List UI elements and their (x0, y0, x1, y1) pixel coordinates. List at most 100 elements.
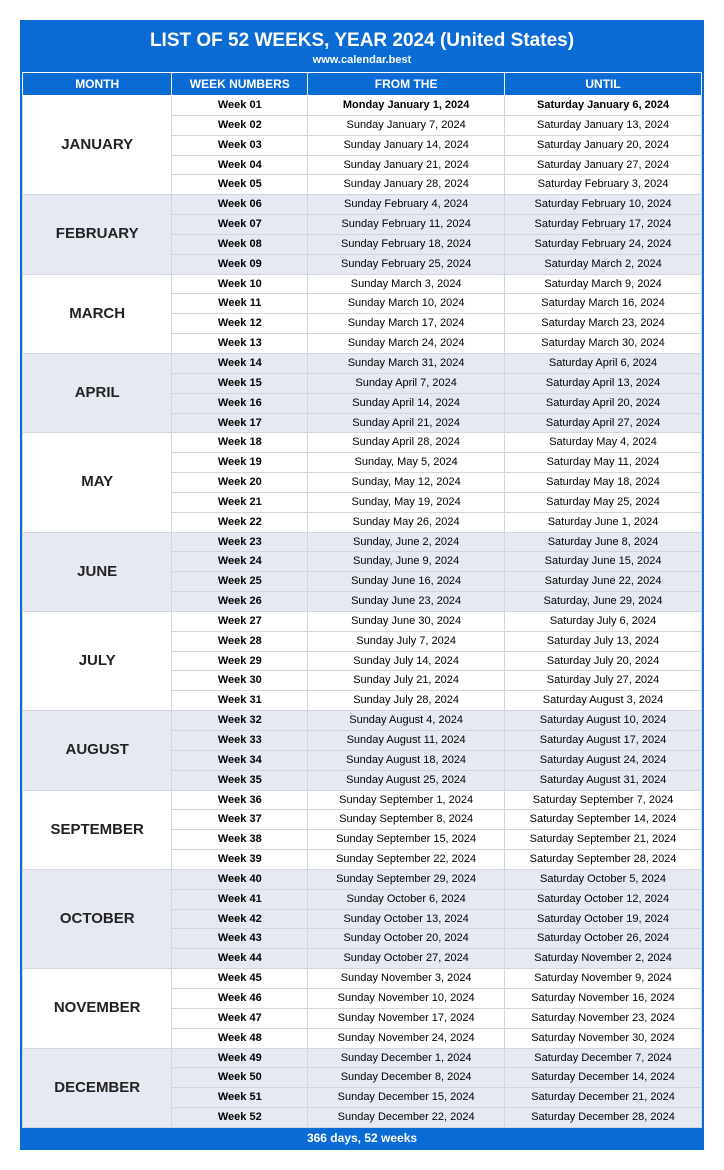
week-number-cell: Week 50 (172, 1068, 308, 1088)
from-date-cell: Sunday February 4, 2024 (308, 195, 505, 215)
week-number-cell: Week 40 (172, 869, 308, 889)
week-number-cell: Week 11 (172, 294, 308, 314)
until-date-cell: Saturday October 12, 2024 (505, 889, 702, 909)
week-number-cell: Week 18 (172, 433, 308, 453)
from-date-cell: Sunday October 13, 2024 (308, 909, 505, 929)
from-date-cell: Sunday February 25, 2024 (308, 254, 505, 274)
from-date-cell: Sunday February 11, 2024 (308, 215, 505, 235)
week-number-cell: Week 26 (172, 592, 308, 612)
week-number-cell: Week 51 (172, 1088, 308, 1108)
col-header-week: WEEK NUMBERS (172, 73, 308, 96)
week-number-cell: Week 35 (172, 770, 308, 790)
from-date-cell: Sunday March 24, 2024 (308, 334, 505, 354)
until-date-cell: Saturday March 9, 2024 (505, 274, 702, 294)
week-number-cell: Week 20 (172, 473, 308, 493)
week-number-cell: Week 52 (172, 1108, 308, 1128)
from-date-cell: Sunday March 3, 2024 (308, 274, 505, 294)
month-cell: APRIL (23, 353, 172, 432)
until-date-cell: Saturday July 6, 2024 (505, 611, 702, 631)
week-number-cell: Week 42 (172, 909, 308, 929)
from-date-cell: Sunday March 17, 2024 (308, 314, 505, 334)
from-date-cell: Sunday October 6, 2024 (308, 889, 505, 909)
week-number-cell: Week 23 (172, 532, 308, 552)
footer-bar: 366 days, 52 weeks (22, 1128, 702, 1148)
from-date-cell: Sunday December 15, 2024 (308, 1088, 505, 1108)
from-date-cell: Sunday May 26, 2024 (308, 512, 505, 532)
page-title: LIST OF 52 WEEKS, YEAR 2024 (United Stat… (26, 30, 698, 52)
week-number-cell: Week 39 (172, 850, 308, 870)
until-date-cell: Saturday, June 29, 2024 (505, 592, 702, 612)
from-date-cell: Sunday November 10, 2024 (308, 988, 505, 1008)
from-date-cell: Sunday September 1, 2024 (308, 790, 505, 810)
week-number-cell: Week 30 (172, 671, 308, 691)
month-cell: OCTOBER (23, 869, 172, 968)
week-number-cell: Week 34 (172, 750, 308, 770)
until-date-cell: Saturday February 17, 2024 (505, 215, 702, 235)
from-date-cell: Sunday August 4, 2024 (308, 711, 505, 731)
week-number-cell: Week 46 (172, 988, 308, 1008)
from-date-cell: Sunday October 27, 2024 (308, 949, 505, 969)
month-cell: MARCH (23, 274, 172, 353)
until-date-cell: Saturday April 6, 2024 (505, 353, 702, 373)
from-date-cell: Sunday January 21, 2024 (308, 155, 505, 175)
until-date-cell: Saturday July 20, 2024 (505, 651, 702, 671)
from-date-cell: Sunday August 25, 2024 (308, 770, 505, 790)
month-cell: JANUARY (23, 96, 172, 195)
week-number-cell: Week 38 (172, 830, 308, 850)
from-date-cell: Sunday July 21, 2024 (308, 671, 505, 691)
week-number-cell: Week 02 (172, 115, 308, 135)
until-date-cell: Saturday June 8, 2024 (505, 532, 702, 552)
table-row: OCTOBERWeek 40Sunday September 29, 2024S… (23, 869, 702, 889)
week-number-cell: Week 06 (172, 195, 308, 215)
until-date-cell: Saturday January 27, 2024 (505, 155, 702, 175)
until-date-cell: Saturday August 10, 2024 (505, 711, 702, 731)
month-cell: NOVEMBER (23, 969, 172, 1048)
from-date-cell: Sunday February 18, 2024 (308, 234, 505, 254)
until-date-cell: Saturday September 21, 2024 (505, 830, 702, 850)
until-date-cell: Saturday August 17, 2024 (505, 731, 702, 751)
from-date-cell: Sunday December 8, 2024 (308, 1068, 505, 1088)
from-date-cell: Sunday July 28, 2024 (308, 691, 505, 711)
until-date-cell: Saturday November 16, 2024 (505, 988, 702, 1008)
from-date-cell: Sunday September 8, 2024 (308, 810, 505, 830)
week-number-cell: Week 07 (172, 215, 308, 235)
table-row: DECEMBERWeek 49Sunday December 1, 2024Sa… (23, 1048, 702, 1068)
until-date-cell: Saturday November 23, 2024 (505, 1008, 702, 1028)
from-date-cell: Sunday September 29, 2024 (308, 869, 505, 889)
from-date-cell: Sunday, May 5, 2024 (308, 453, 505, 473)
from-date-cell: Sunday, June 2, 2024 (308, 532, 505, 552)
until-date-cell: Saturday April 13, 2024 (505, 373, 702, 393)
until-date-cell: Saturday February 24, 2024 (505, 234, 702, 254)
week-number-cell: Week 14 (172, 353, 308, 373)
from-date-cell: Sunday August 18, 2024 (308, 750, 505, 770)
from-date-cell: Sunday June 30, 2024 (308, 611, 505, 631)
from-date-cell: Sunday March 31, 2024 (308, 353, 505, 373)
from-date-cell: Sunday December 1, 2024 (308, 1048, 505, 1068)
until-date-cell: Saturday October 5, 2024 (505, 869, 702, 889)
week-number-cell: Week 15 (172, 373, 308, 393)
from-date-cell: Sunday June 23, 2024 (308, 592, 505, 612)
week-number-cell: Week 05 (172, 175, 308, 195)
until-date-cell: Saturday June 22, 2024 (505, 572, 702, 592)
table-row: JANUARYWeek 01Monday January 1, 2024Satu… (23, 96, 702, 116)
weeks-table: MONTH WEEK NUMBERS FROM THE UNTIL JANUAR… (22, 72, 702, 1128)
month-cell: JUNE (23, 532, 172, 611)
from-date-cell: Sunday November 24, 2024 (308, 1028, 505, 1048)
until-date-cell: Saturday October 26, 2024 (505, 929, 702, 949)
until-date-cell: Saturday November 2, 2024 (505, 949, 702, 969)
week-number-cell: Week 32 (172, 711, 308, 731)
table-row: FEBRUARYWeek 06Sunday February 4, 2024Sa… (23, 195, 702, 215)
week-number-cell: Week 31 (172, 691, 308, 711)
col-header-until: UNTIL (505, 73, 702, 96)
until-date-cell: Saturday June 15, 2024 (505, 552, 702, 572)
month-cell: FEBRUARY (23, 195, 172, 274)
week-number-cell: Week 22 (172, 512, 308, 532)
week-number-cell: Week 21 (172, 492, 308, 512)
week-number-cell: Week 10 (172, 274, 308, 294)
col-header-month: MONTH (23, 73, 172, 96)
week-number-cell: Week 08 (172, 234, 308, 254)
from-date-cell: Sunday, May 12, 2024 (308, 473, 505, 493)
header-row: MONTH WEEK NUMBERS FROM THE UNTIL (23, 73, 702, 96)
from-date-cell: Sunday April 28, 2024 (308, 433, 505, 453)
until-date-cell: Saturday May 11, 2024 (505, 453, 702, 473)
